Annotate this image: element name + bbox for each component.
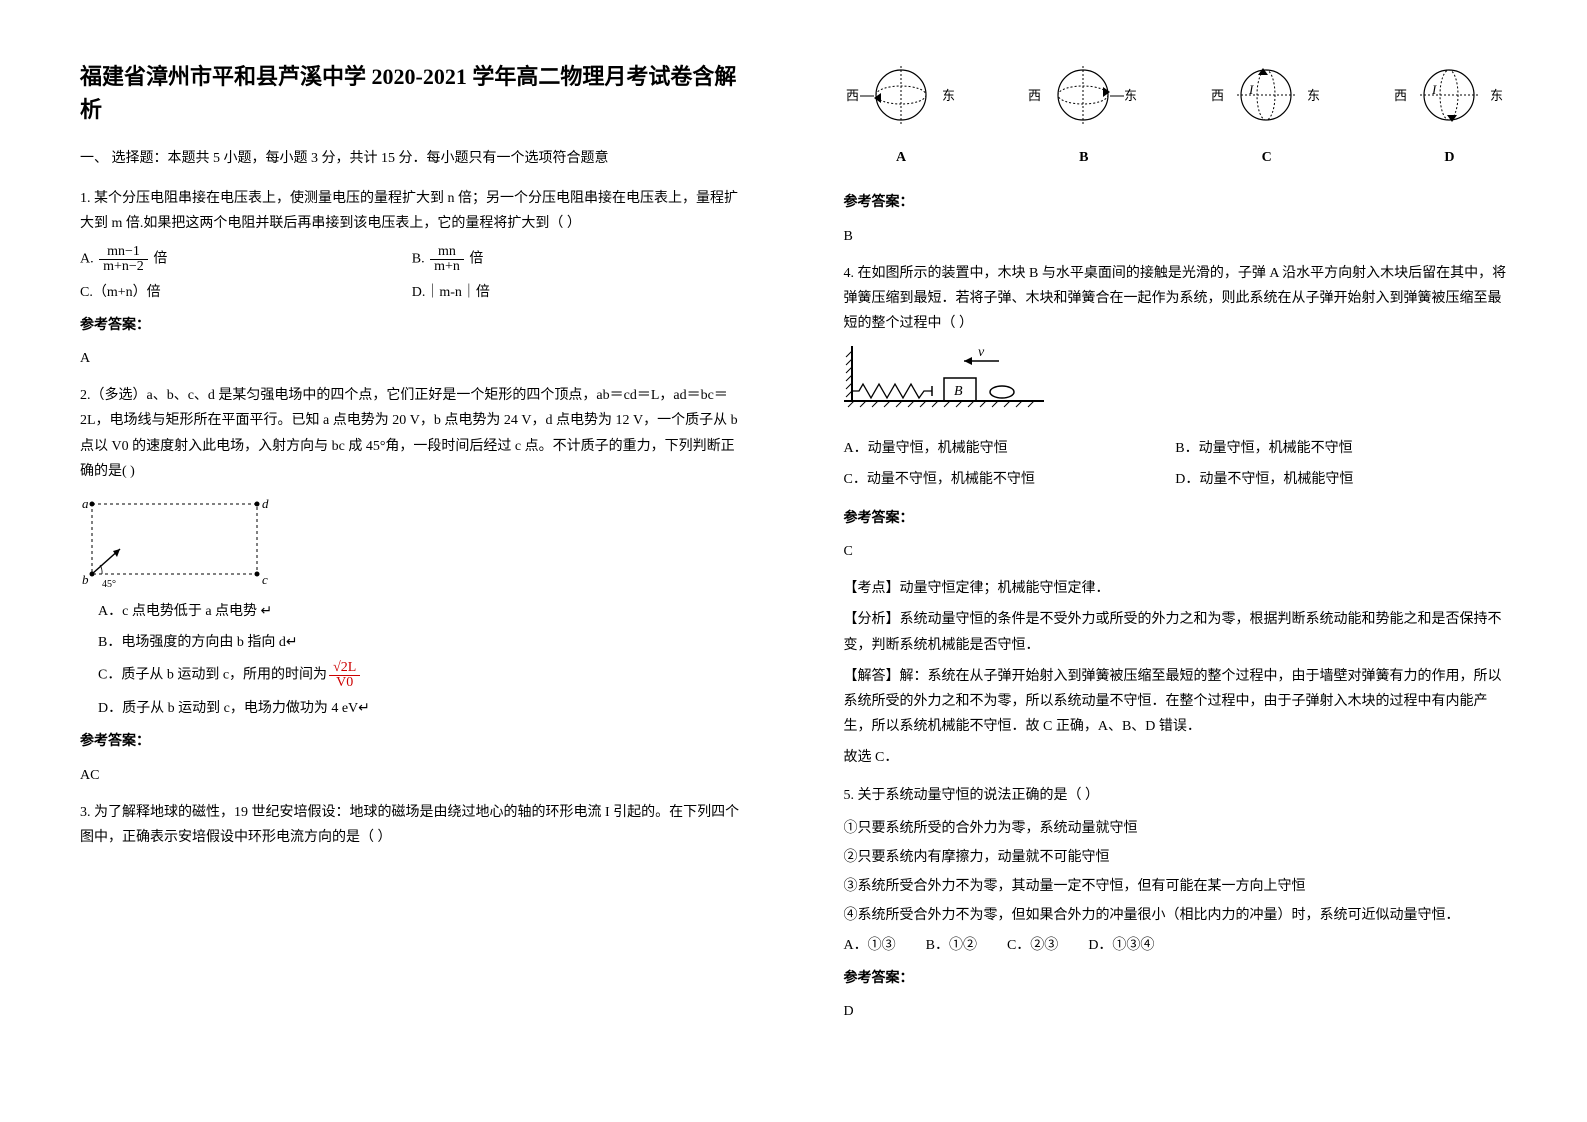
label-d: d xyxy=(262,496,269,511)
q5-text: 5. 关于系统动量守恒的说法正确的是（ ） xyxy=(844,783,1508,808)
label-angle: 45° xyxy=(102,579,116,589)
question-5: 5. 关于系统动量守恒的说法正确的是（ ） ①只要系统所受的合外力为零，系统动量… xyxy=(844,783,1508,1025)
q4-point: 【考点】动量守恒定律；机械能守恒定律． xyxy=(844,576,1508,601)
q1-optB-label: B. xyxy=(412,251,425,266)
question-4: 4. 在如图所示的装置中，木块 B 与水平桌面间的接触是光滑的，子弹 A 沿水平… xyxy=(844,261,1508,771)
q3-text: 3. 为了解释地球的磁性，19 世纪安培假设：地球的磁场是由绕过地心的轴的环形电… xyxy=(80,800,744,850)
q3-answer: B xyxy=(844,224,1508,249)
q4-option-c: C．动量不守恒，机械能不守恒 xyxy=(844,467,1176,492)
svg-text:西: 西 xyxy=(1028,88,1041,103)
q4-analysis: 【分析】系统动量守恒的条件是不受外力或所受的外力之和为零，根据判断系统动能和势能… xyxy=(844,607,1508,657)
compass-b-label: B xyxy=(1026,145,1141,170)
q2-optC-den: V0 xyxy=(329,676,360,690)
svg-text:I: I xyxy=(1248,82,1254,97)
q4-conclusion: 故选 C． xyxy=(844,745,1508,770)
q1-optA-num: mn−1 xyxy=(99,245,148,260)
q4-text: 4. 在如图所示的装置中，木块 B 与水平桌面间的接触是光滑的，子弹 A 沿水平… xyxy=(844,261,1508,337)
q1-optB-num: mn xyxy=(430,245,464,260)
label-b: b xyxy=(82,572,89,587)
q2-option-d: D．质子从 b 运动到 c，电场力做功为 4 eV↵ xyxy=(98,696,744,721)
q1-option-a: A. mn−1 m+n−2 倍 xyxy=(80,245,412,274)
svg-text:东: 东 xyxy=(1307,88,1320,103)
q2-option-b: B．电场强度的方向由 b 指向 d↵ xyxy=(98,630,744,655)
compass-a: 西 东 A xyxy=(844,60,959,170)
q1-optA-suffix: 倍 xyxy=(153,251,167,266)
q5-option-b: B．①② xyxy=(926,933,977,958)
q2-answer-label: 参考答案： xyxy=(80,729,744,754)
q4-diagram: B v xyxy=(844,346,1508,425)
q3-answer-label: 参考答案： xyxy=(844,190,1508,215)
q1-optB-suffix: 倍 xyxy=(469,251,483,266)
svg-text:西: 西 xyxy=(1394,88,1407,103)
q5-s3: ③系统所受合外力不为零，其动量一定不守恒，但有可能在某一方向上守恒 xyxy=(844,874,1508,899)
label-a: a xyxy=(82,496,89,511)
q3-diagrams: 西 东 A 西 东 B 西 xyxy=(844,60,1508,170)
q1-option-b: B. mn m+n 倍 xyxy=(412,245,744,274)
exam-title: 福建省漳州市平和县芦溪中学 2020-2021 学年高二物理月考试卷含解析 xyxy=(80,60,744,126)
svg-text:西: 西 xyxy=(1211,88,1224,103)
svg-text:B: B xyxy=(954,384,963,399)
q1-optA-label: A. xyxy=(80,251,94,266)
compass-a-label: A xyxy=(844,145,959,170)
compass-d-label: D xyxy=(1392,145,1507,170)
q1-answer-label: 参考答案： xyxy=(80,313,744,338)
q5-s2: ②只要系统内有摩擦力，动量就不可能守恒 xyxy=(844,845,1508,870)
q4-option-d: D．动量不守恒，机械能守恒 xyxy=(1175,467,1507,492)
q4-option-a: A．动量守恒，机械能守恒 xyxy=(844,436,1176,461)
q1-optB-den: m+n xyxy=(430,260,464,274)
q1-option-d: D.｜m-n｜倍 xyxy=(412,280,744,305)
svg-text:西: 西 xyxy=(846,88,859,103)
q4-option-b: B．动量守恒，机械能不守恒 xyxy=(1175,436,1507,461)
compass-c: 西 东 I C xyxy=(1209,60,1324,170)
q4-answer: C xyxy=(844,539,1508,564)
compass-c-label: C xyxy=(1209,145,1324,170)
svg-text:v: v xyxy=(978,346,985,360)
q2-text: 2.（多选）a、b、c、d 是某匀强电场中的四个点，它们正好是一个矩形的四个顶点… xyxy=(80,383,744,484)
compass-d: 西 东 I D xyxy=(1392,60,1507,170)
svg-text:I: I xyxy=(1431,82,1437,97)
left-column: 福建省漳州市平和县芦溪中学 2020-2021 学年高二物理月考试卷含解析 一、… xyxy=(0,0,794,1122)
compass-b: 西 东 B xyxy=(1026,60,1141,170)
q5-option-a: A．①③ xyxy=(844,933,896,958)
label-c: c xyxy=(262,572,268,587)
section-heading: 一、 选择题：本题共 5 小题，每小题 3 分，共计 15 分．每小题只有一个选… xyxy=(80,146,744,171)
q1-answer: A xyxy=(80,346,744,371)
question-1: 1. 某个分压电阻串接在电压表上，使测量电压的量程扩大到 n 倍；另一个分压电阻… xyxy=(80,186,744,371)
q2-option-c: C．质子从 b 运动到 c，所用的时间为 √2L V0 xyxy=(98,661,744,690)
q1-text: 1. 某个分压电阻串接在电压表上，使测量电压的量程扩大到 n 倍；另一个分压电阻… xyxy=(80,186,744,236)
q4-solution: 【解答】解：系统在从子弹开始射入到弹簧被压缩至最短的整个过程中，由于墙壁对弹簧有… xyxy=(844,664,1508,740)
svg-text:东: 东 xyxy=(942,88,955,103)
q4-answer-label: 参考答案： xyxy=(844,506,1508,531)
svg-text:东: 东 xyxy=(1124,88,1137,103)
q2-option-a: A．c 点电势低于 a 点电势 ↵ xyxy=(98,599,744,624)
question-2: 2.（多选）a、b、c、d 是某匀强电场中的四个点，它们正好是一个矩形的四个顶点… xyxy=(80,383,744,788)
q1-optA-den: m+n−2 xyxy=(99,260,148,274)
q5-answer: D xyxy=(844,999,1508,1024)
q5-option-c: C．②③ xyxy=(1007,933,1058,958)
q5-option-d: D．①③④ xyxy=(1088,933,1154,958)
q5-answer-label: 参考答案： xyxy=(844,966,1508,991)
q2-optC-prefix: C．质子从 b 运动到 c，所用的时间为 xyxy=(98,668,327,683)
svg-text:东: 东 xyxy=(1490,88,1503,103)
q2-optC-num: √2L xyxy=(329,661,360,676)
q5-s4: ④系统所受合外力不为零，但如果合外力的冲量很小（相比内力的冲量）时，系统可近似动… xyxy=(844,903,1508,928)
q2-diagram: a d b c 45° xyxy=(80,494,280,589)
q2-answer: AC xyxy=(80,763,744,788)
question-3: 3. 为了解释地球的磁性，19 世纪安培假设：地球的磁场是由绕过地心的轴的环形电… xyxy=(80,800,744,850)
q5-s1: ①只要系统所受的合外力为零，系统动量就守恒 xyxy=(844,816,1508,841)
right-column: 西 东 A 西 东 B 西 xyxy=(794,0,1587,1122)
q1-option-c: C.（m+n）倍 xyxy=(80,280,412,305)
